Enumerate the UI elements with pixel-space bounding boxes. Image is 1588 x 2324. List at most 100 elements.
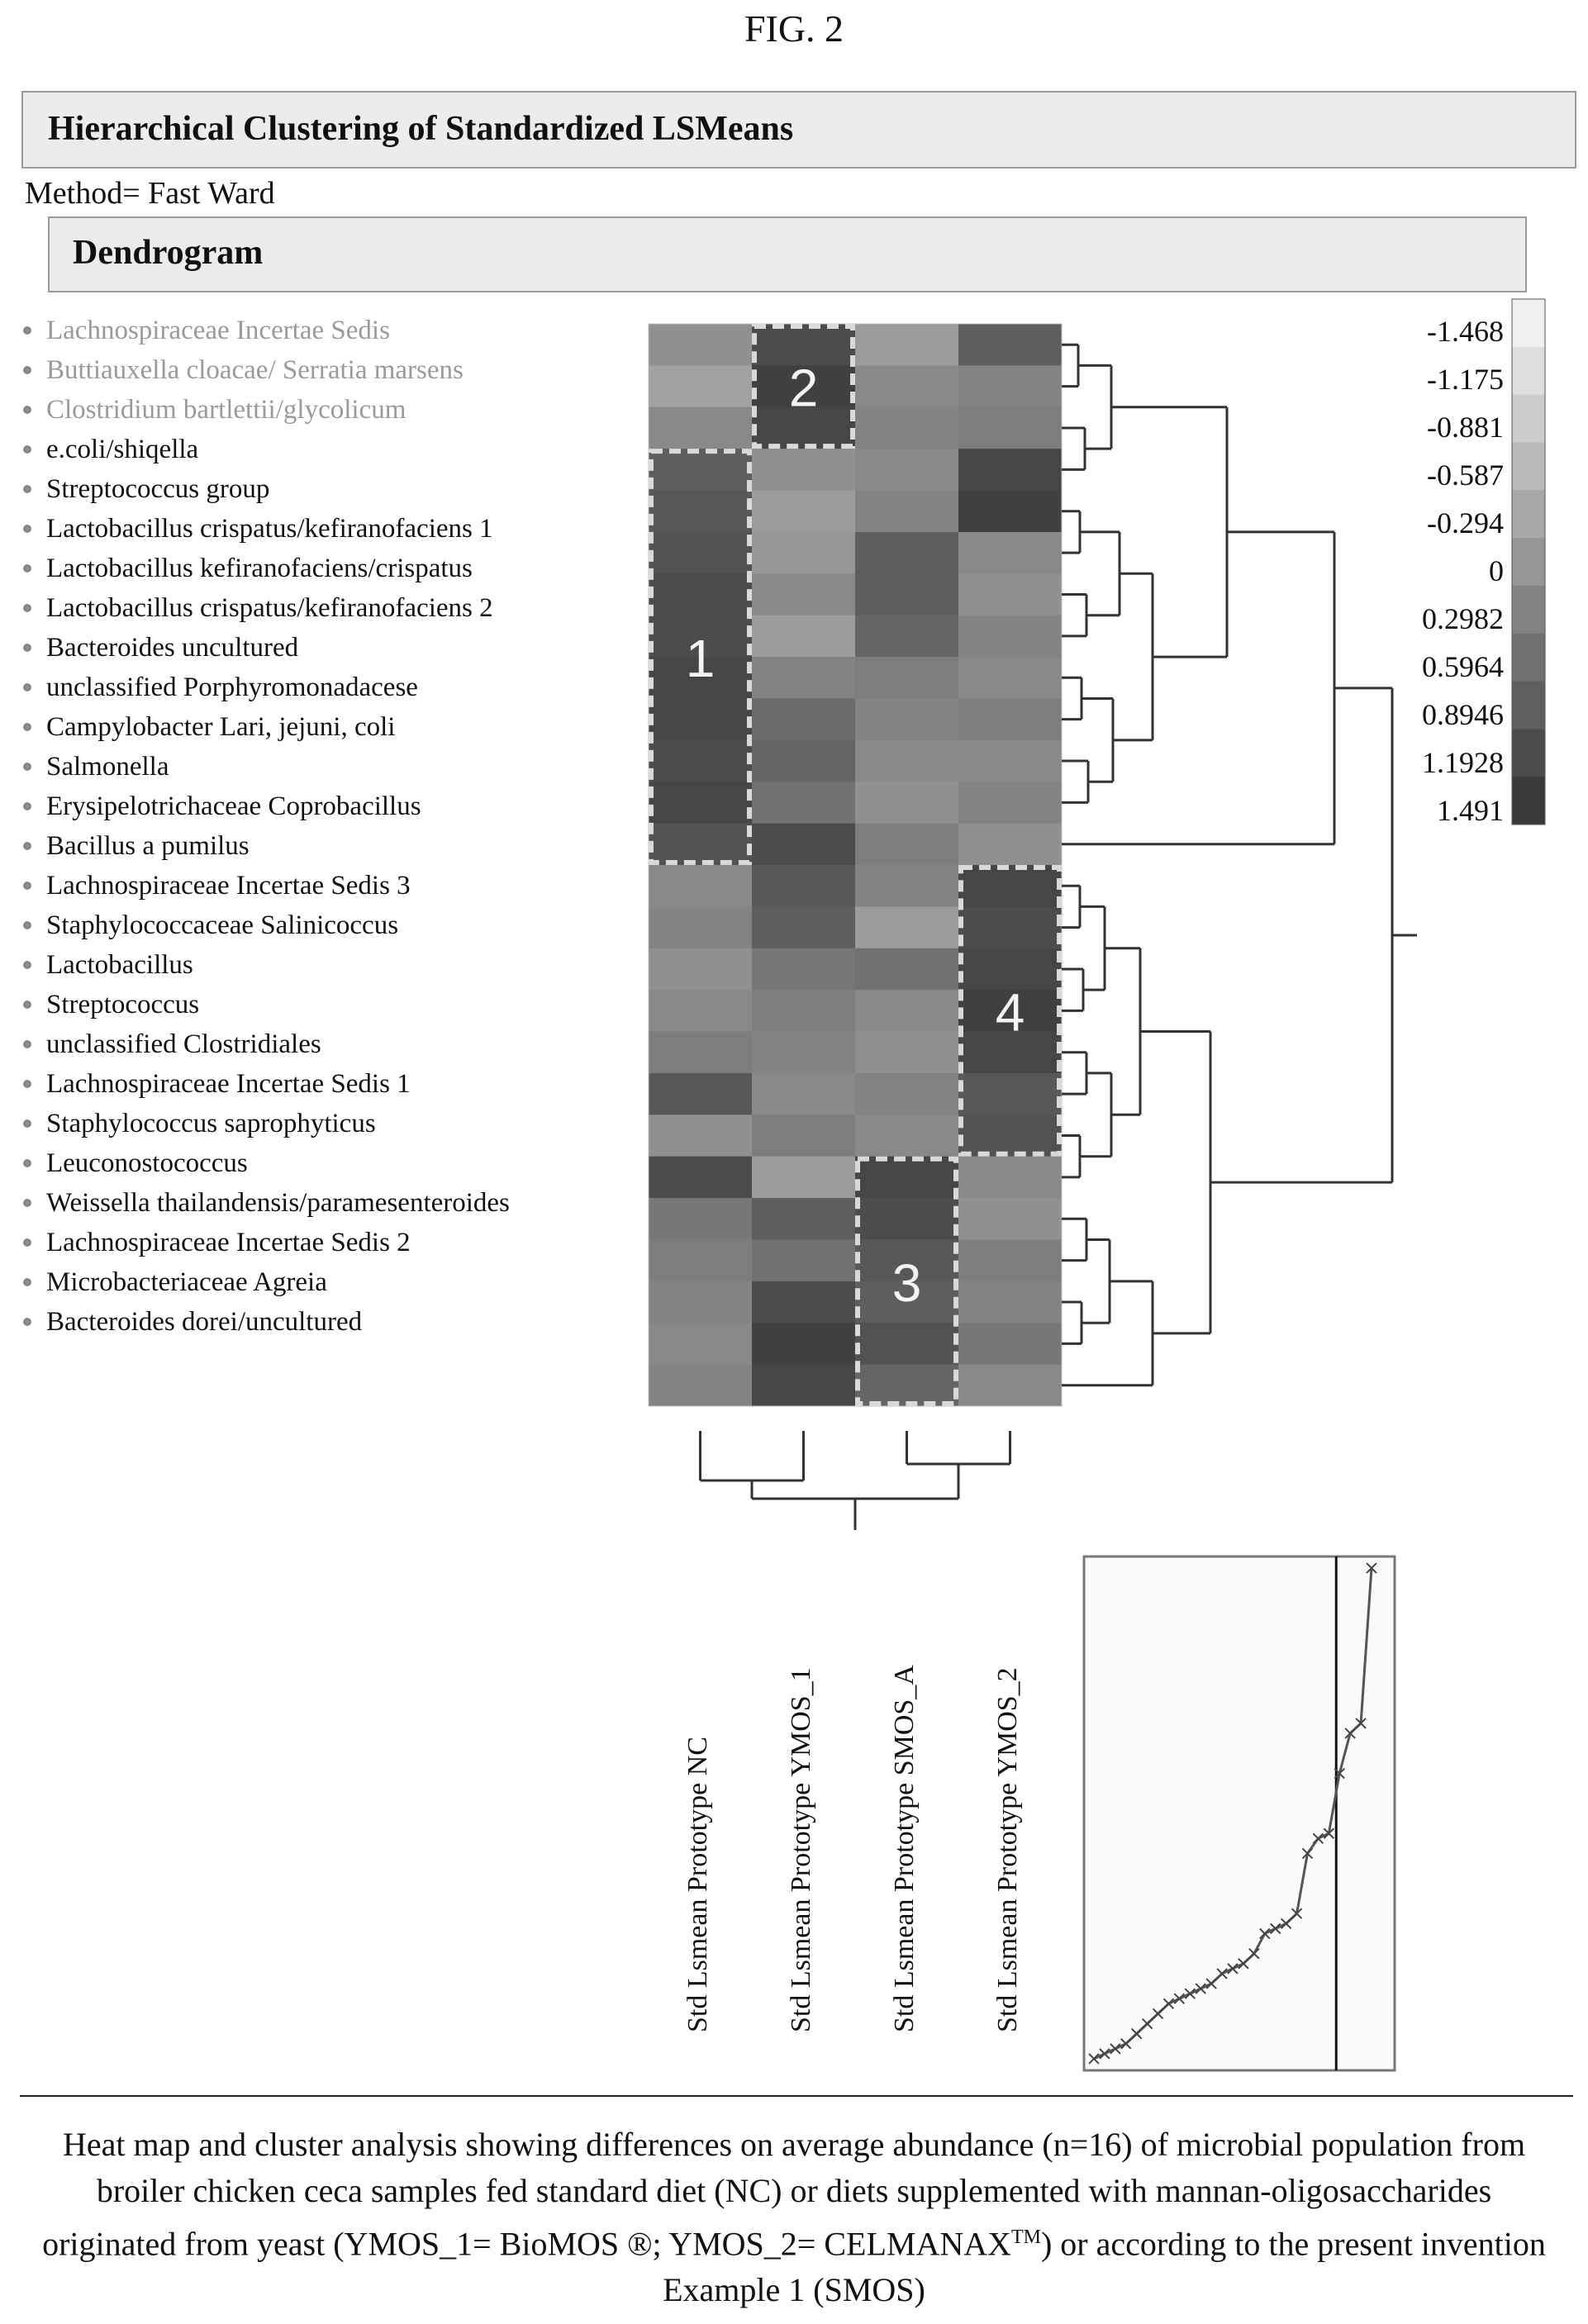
line-point	[1291, 1908, 1303, 1919]
heatmap-cell	[855, 449, 959, 492]
row-label-text: Erysipelotrichaceae Coprobacillus	[46, 791, 421, 821]
color-scale-tick-label: -1.468	[1427, 315, 1504, 348]
row-label-text: Lachnospiraceae Incertae Sedis 1	[46, 1069, 411, 1099]
heatmap-cell	[752, 1114, 856, 1157]
line-point	[1248, 1947, 1260, 1960]
figure-label: FIG. 2	[744, 7, 844, 50]
heatmap-cell	[958, 1156, 1063, 1199]
bullet-icon	[23, 1000, 31, 1009]
heatmap-cell	[855, 490, 959, 533]
panel-title-bar[interactable]: Hierarchical Clustering of Standardized …	[21, 91, 1576, 169]
heatmap-cell	[855, 698, 959, 741]
bullet-icon	[23, 525, 31, 533]
heatmap-cell	[649, 865, 753, 907]
bullet-icon	[23, 1318, 31, 1326]
heatmap-cell	[752, 573, 856, 616]
heatmap-cell	[958, 823, 1063, 866]
row-label-text: unclassified Clostridiales	[46, 1029, 321, 1059]
heatmap-cell	[752, 906, 856, 949]
heatmap-cell	[649, 1198, 753, 1240]
color-scale-step	[1512, 299, 1545, 348]
row-label-text: Lactobacillus kefiranofaciens/crispatus	[46, 554, 473, 583]
heatmap-cell	[649, 948, 753, 991]
line-point	[1227, 1963, 1239, 1975]
heatmap-cell	[855, 657, 959, 699]
heatmap-cell	[855, 990, 959, 1033]
heatmap-cell	[752, 990, 856, 1033]
heatmap-cell	[649, 1031, 753, 1074]
heatmap-cell	[855, 573, 959, 616]
bullet-icon	[23, 485, 31, 493]
row-label: Lactobacillus	[23, 945, 510, 985]
dendrogram-section-bar[interactable]: Dendrogram	[48, 216, 1527, 292]
bullet-icon	[23, 564, 31, 573]
heatmap-cell	[958, 531, 1063, 574]
heatmap-cell	[649, 1364, 753, 1407]
heatmap-cell	[958, 1198, 1063, 1240]
row-label-list: Lachnospiraceae Incertae Sedis Buttiauxel…	[23, 311, 510, 1342]
cluster-number: 1	[686, 629, 716, 688]
heatmap-cell	[752, 1031, 856, 1074]
row-label: Lachnospiraceae Incertae Sedis	[23, 311, 510, 350]
cluster-number: 3	[892, 1253, 922, 1313]
row-label: Lachnospiraceae Incertae Sedis 2	[23, 1223, 510, 1262]
heatmap-cell	[752, 490, 856, 533]
heatmap-cell	[958, 657, 1063, 699]
heatmap-cell	[752, 948, 856, 991]
column-label: Std Lsmean Prototype YMOS_2	[991, 1667, 1023, 2032]
bullet-icon	[23, 763, 31, 771]
bullet-icon	[23, 406, 31, 414]
row-label-text: Lachnospiraceae Incertae Sedis 2	[46, 1228, 411, 1257]
heatmap-cell	[649, 1239, 753, 1282]
row-label: Bacteroides dorei/uncultured	[23, 1302, 510, 1342]
heatmap-cell	[855, 906, 959, 949]
line-point	[1259, 1927, 1271, 1940]
heatmap-cell	[752, 865, 856, 907]
heatmap-cell	[649, 615, 753, 658]
line-point	[1280, 1918, 1292, 1930]
heatmap-cell	[855, 1281, 959, 1324]
heatmap-cell	[958, 990, 1063, 1033]
row-label-text: Bacteroides uncultured	[46, 633, 299, 663]
line-point	[1184, 1988, 1196, 1999]
heatmap-cell	[958, 573, 1063, 616]
row-label: Staphylococcaceae Salinicoccus	[23, 905, 510, 945]
bullet-icon	[23, 882, 31, 890]
bullet-icon	[23, 604, 31, 612]
row-label-text: Streptococcus	[46, 990, 200, 1019]
bullet-icon	[23, 1238, 31, 1247]
figure-caption: Heat map and cluster analysis showing di…	[33, 2122, 1555, 2313]
heatmap-cell	[649, 782, 753, 825]
color-scale-tick-label: 0.2982	[1422, 602, 1504, 635]
heatmap-cell	[855, 1031, 959, 1074]
heatmap-cell	[649, 449, 753, 492]
heatmap-cell	[958, 1364, 1063, 1407]
heatmap-cell	[649, 573, 753, 616]
heatmap-cell	[649, 1323, 753, 1366]
color-scale-tick-label: 0.5964	[1422, 650, 1504, 683]
heatmap-cell	[752, 365, 856, 408]
line-point	[1205, 1978, 1217, 1989]
row-label: Lachnospiraceae Incertae Sedis 1	[23, 1064, 510, 1104]
row-label: e.coli/shiqella	[23, 430, 510, 469]
heatmap-cell	[752, 1072, 856, 1115]
heatmap-cell	[855, 823, 959, 866]
bullet-icon	[23, 445, 31, 454]
row-label: Weissella thailandensis/paramesenteroide…	[23, 1183, 510, 1223]
row-label: Salmonella	[23, 747, 510, 787]
column-label: Std Lsmean Prototype NC	[682, 1737, 713, 2032]
heatmap-cell	[752, 823, 856, 866]
bullet-icon	[23, 1199, 31, 1207]
cluster-number: 4	[996, 982, 1025, 1042]
row-label: Buttiauxella cloacae/ Serratia marsens	[23, 350, 510, 390]
line-point	[1334, 1767, 1345, 1780]
line-point	[1344, 1728, 1356, 1739]
line-point	[1269, 1922, 1281, 1935]
row-label: Lactobacillus kefiranofaciens/crispatus	[23, 549, 510, 588]
color-scale-step	[1512, 633, 1545, 682]
line-point	[1355, 1718, 1367, 1729]
heatmap-cell	[649, 365, 753, 408]
line-point	[1173, 1993, 1186, 2004]
row-label-text: Bacteroides dorei/uncultured	[46, 1307, 363, 1337]
heatmap-cell	[855, 865, 959, 907]
